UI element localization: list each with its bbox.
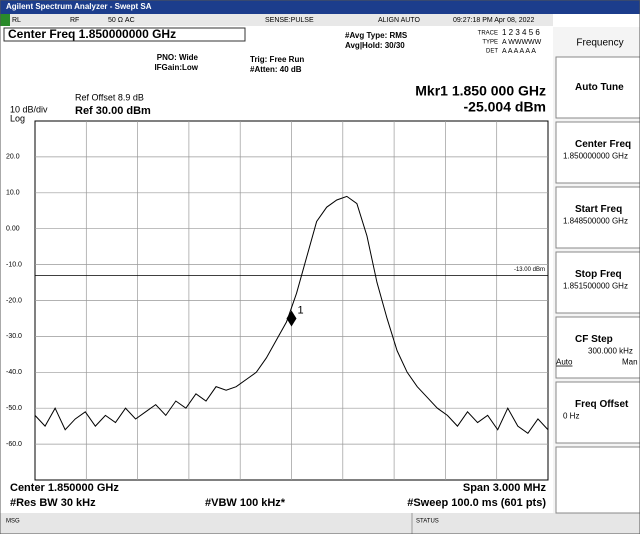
softkey-label: CF Step (575, 334, 613, 345)
softkey-auto: Auto (556, 358, 573, 367)
softkey-label: Auto Tune (575, 82, 624, 93)
softkey-man: Man (622, 358, 638, 367)
footer-center: Center 1.850000 GHz (10, 482, 119, 494)
pno: PNO: Wide (157, 53, 199, 62)
y-tick-label: -60.0 (6, 441, 22, 448)
trig: Trig: Free Run (250, 55, 304, 64)
atten: #Atten: 40 dB (250, 65, 302, 74)
type-vals: A WWWWW (502, 39, 542, 46)
status-item: RL (12, 17, 21, 24)
footer-rbw: #Res BW 30 kHz (10, 497, 96, 509)
softkey[interactable] (555, 316, 640, 379)
marker-label: 1 (298, 304, 304, 316)
msg: MSG (6, 519, 20, 525)
status-item: 09:27:18 PM Apr 08, 2022 (453, 17, 534, 24)
det-vals: A A A A A A (502, 48, 536, 55)
y-tick-label: -30.0 (6, 333, 22, 340)
softkey-value: 1.851500000 GHz (563, 282, 628, 291)
softkey-label: Stop Freq (575, 269, 622, 280)
ref-level: Ref 30.00 dBm (75, 105, 151, 117)
status-item: ALIGN AUTO (378, 17, 420, 24)
footer-vbw: #VBW 100 kHz* (205, 497, 286, 509)
status: STATUS (416, 519, 439, 525)
softkey[interactable] (555, 56, 640, 119)
status-row (0, 14, 553, 26)
softkey-value: 300.000 kHz (588, 347, 633, 356)
status-item: SENSE:PULSE (265, 17, 314, 24)
softkey-label: Start Freq (575, 204, 622, 215)
y-tick-label: -10.0 (6, 261, 22, 268)
y-tick-label: 0.00 (6, 226, 20, 233)
softkey[interactable] (555, 121, 640, 184)
softkey-label: Freq Offset (575, 399, 629, 410)
softkey[interactable] (555, 186, 640, 249)
softkey-value: 1.848500000 GHz (563, 217, 628, 226)
status-item: 50 Ω AC (108, 17, 135, 24)
trace-nums: 1 2 3 4 5 6 (502, 28, 540, 37)
y-tick-label: -20.0 (6, 297, 22, 304)
window-title: Agilent Spectrum Analyzer - Swept SA (6, 2, 152, 11)
footer-span: Span 3.000 MHz (463, 482, 547, 494)
center-freq-box (3, 27, 246, 42)
type-row: TYPE (482, 40, 498, 46)
softkey-value: 0 Hz (563, 412, 579, 421)
softkey-value: 1.850000000 GHz (563, 152, 628, 161)
status-bar (0, 513, 640, 534)
softkey[interactable] (555, 381, 640, 444)
trace-row: TRACE (478, 31, 498, 37)
lxi-icon (0, 14, 10, 26)
ifgain: IFGain:Low (154, 63, 198, 72)
marker (286, 310, 297, 327)
scale: 10 dB/div (10, 104, 48, 114)
avg-hold: Avg|Hold: 30/30 (345, 41, 405, 50)
softkey-label: Center Freq (575, 139, 631, 150)
softkey-menu: Frequency (576, 38, 623, 49)
y-tick-label: 20.0 (6, 154, 20, 161)
ref-offset: Ref Offset 8.9 dB (75, 92, 144, 102)
softkey[interactable] (555, 251, 640, 314)
center-freq: Center Freq 1.850000000 GHz (8, 27, 176, 41)
footer-sweep: #Sweep 100.0 ms (601 pts) (407, 497, 546, 509)
y-tick-label: 10.0 (6, 190, 20, 197)
det-row: DET (486, 49, 498, 55)
softkey[interactable] (555, 446, 640, 514)
status-item: RF (70, 17, 79, 24)
display-line-label: -13.00 dBm (514, 267, 545, 273)
marker-freq: Mkr1 1.850 000 GHz (415, 83, 546, 99)
y-tick-label: -50.0 (6, 405, 22, 412)
avg-type: #Avg Type: RMS (345, 31, 408, 40)
y-tick-label: -40.0 (6, 369, 22, 376)
title-bar (0, 0, 640, 14)
marker-level: -25.004 dBm (464, 99, 546, 115)
log: Log (10, 113, 25, 123)
trace (34, 195, 549, 435)
